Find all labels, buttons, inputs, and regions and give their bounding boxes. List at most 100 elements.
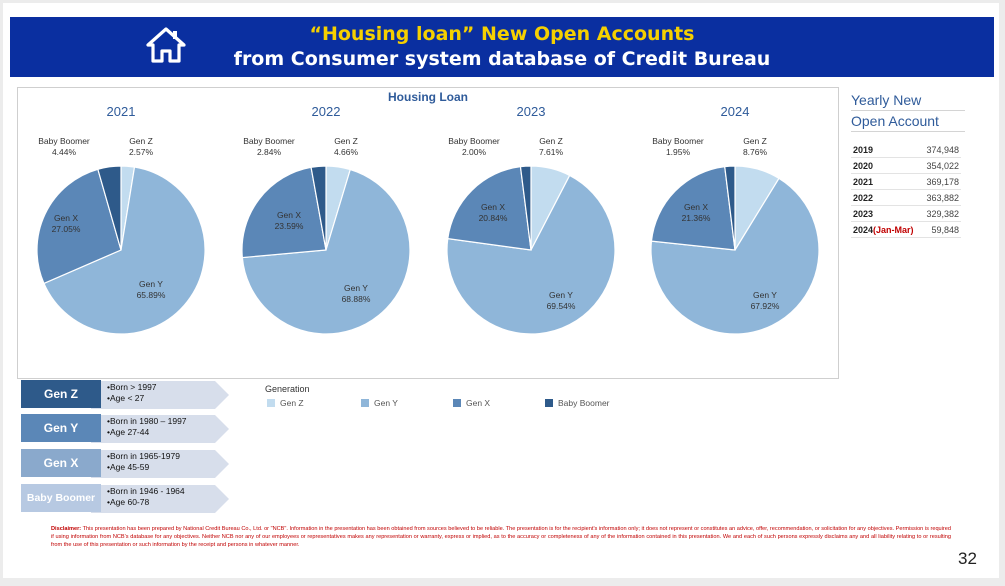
pie-label-value-2023-gen-z: 7.61% <box>539 147 564 157</box>
pie-year-label-2023: 2023 <box>517 104 546 119</box>
row-year: 2021 <box>851 173 922 190</box>
pie-label-name-2023-gen-y: Gen Y <box>549 290 573 300</box>
banner-title-line1: “Housing loan” New Open Accounts <box>309 23 695 45</box>
pie-label-value-2024-gen-y: 67.92% <box>751 301 780 311</box>
row-value: 329,382 <box>921 205 961 222</box>
baby-boomer-row: Baby Boomer •Born in 1946 - 1964 •Age 60-… <box>21 484 229 514</box>
row-year: 2022 <box>851 189 922 206</box>
pie-label-value-2022-gen-z: 4.66% <box>334 147 359 157</box>
legend-label: Gen Z <box>280 398 304 408</box>
legend-label: Gen Y <box>374 398 398 408</box>
legend-swatch <box>267 399 275 407</box>
row-value: 374,948 <box>921 142 961 158</box>
pie-label-name-2021-gen-x: Gen X <box>54 213 78 223</box>
pie-label-name-2023-baby-boomer: Baby Boomer <box>448 136 500 146</box>
pie-label-value-2023-gen-y: 69.54% <box>547 301 576 311</box>
arrow-shape <box>91 415 229 443</box>
disclaimer: Disclaimer: This presentation has been p… <box>51 525 951 549</box>
row-value: 363,882 <box>921 189 961 206</box>
pie-label-name-2023-gen-z: Gen Z <box>539 136 563 146</box>
row-year: 2019 <box>851 142 922 158</box>
title-banner: “Housing loan” New Open Accounts from Co… <box>10 17 994 77</box>
yearly-title-line1: Yearly New <box>851 90 965 111</box>
pie-label-value-2022-baby-boomer: 2.84% <box>257 147 282 157</box>
gen-y-age: •Age 27-44 <box>107 427 150 437</box>
pie-label-value-2021-gen-z: 2.57% <box>129 147 154 157</box>
yearly-title-line2: Open Account <box>851 111 965 132</box>
baby-boomer-age: •Age 60-78 <box>107 497 150 507</box>
legend-item-gen-z: Gen Z <box>267 398 304 408</box>
gen-z-label: Gen Z <box>21 380 101 408</box>
gen-z-row: Gen Z •Born > 1997 •Age < 27 <box>21 380 229 410</box>
baby-boomer-desc: •Born in 1946 - 1964 •Age 60-78 <box>107 486 185 508</box>
table-row: 2024(Jan-Mar) 59,848 <box>851 221 961 238</box>
row-year: 2024(Jan-Mar) <box>851 221 922 238</box>
slide: “Housing loan” New Open Accounts from Co… <box>3 3 999 578</box>
pie-label-value-2024-baby-boomer: 1.95% <box>666 147 691 157</box>
baby-boomer-label: Baby Boomer <box>21 484 101 512</box>
pie-label-name-2024-gen-z: Gen Z <box>743 136 767 146</box>
table-row: 2020 354,022 <box>851 157 961 174</box>
pie-label-name-2024-gen-y: Gen Y <box>753 290 777 300</box>
gen-x-row: Gen X •Born in 1965-1979 •Age 45-59 <box>21 449 229 479</box>
disclaimer-label: Disclaimer: <box>51 526 82 532</box>
disclaimer-text: This presentation has been prepared by N… <box>51 526 951 548</box>
pie-slice-2024-baby-boomer <box>724 165 736 251</box>
pie-label-value-2022-gen-x: 23.59% <box>275 221 304 231</box>
row-year: 2023 <box>851 205 922 222</box>
baby-boomer-born: •Born in 1946 - 1964 <box>107 486 185 496</box>
gen-x-label: Gen X <box>21 449 101 477</box>
arrow-shape <box>91 450 229 478</box>
pie-slice-2023-baby-boomer <box>519 165 532 251</box>
pie-slice-2022-baby-boomer <box>310 165 327 251</box>
row-value: 59,848 <box>921 221 961 238</box>
table-row: 2023 329,382 <box>851 205 961 222</box>
table-row: 2022 363,882 <box>851 189 961 206</box>
page-number: 32 <box>958 549 977 568</box>
gen-y-born: •Born in 1980 – 1997 <box>107 416 187 426</box>
legend-label: Baby Boomer <box>558 398 610 408</box>
pie-label-name-2022-gen-y: Gen Y <box>344 283 368 293</box>
gen-y-label: Gen Y <box>21 414 101 442</box>
row-value: 354,022 <box>921 157 961 174</box>
legend-swatch <box>545 399 553 407</box>
pie-label-name-2022-baby-boomer: Baby Boomer <box>243 136 295 146</box>
row-value: 369,178 <box>921 173 961 190</box>
pie-slice-2021-gen-y <box>43 166 206 335</box>
pie-label-name-2024-gen-x: Gen X <box>684 202 708 212</box>
arrow-shape <box>91 485 229 513</box>
pie-slice-2024-gen-y <box>650 177 820 335</box>
pie-slice-2022-gen-x <box>241 166 327 259</box>
gen-z-desc: •Born > 1997 •Age < 27 <box>107 382 157 404</box>
gen-z-born: •Born > 1997 <box>107 382 157 392</box>
pie-label-value-2024-gen-z: 8.76% <box>743 147 768 157</box>
legend-title: Generation <box>265 384 310 394</box>
pie-label-value-2024-gen-x: 21.36% <box>682 213 711 223</box>
pie-slice-2021-baby-boomer <box>97 165 122 251</box>
banner-title-line2: from Consumer system database of Credit … <box>233 48 771 70</box>
pie-label-value-2023-gen-x: 20.84% <box>479 213 508 223</box>
pie-label-name-2021-gen-z: Gen Z <box>129 136 153 146</box>
home-icon[interactable] <box>146 25 186 65</box>
yearly-title: Yearly New Open Account <box>851 90 965 132</box>
legend-item-baby-boomer: Baby Boomer <box>545 398 610 408</box>
pie-label-name-2024-baby-boomer: Baby Boomer <box>652 136 704 146</box>
pie-slice-2023-gen-y <box>446 174 616 335</box>
gen-x-desc: •Born in 1965-1979 •Age 45-59 <box>107 451 180 473</box>
arrow-shape <box>91 381 229 409</box>
pie-label-value-2021-gen-x: 27.05% <box>52 224 81 234</box>
pie-slice-2021-gen-x <box>36 168 122 285</box>
gen-x-age: •Age 45-59 <box>107 462 150 472</box>
row-year-suffix: (Jan-Mar) <box>873 224 914 235</box>
row-year: 2020 <box>851 157 922 174</box>
pie-label-name-2022-gen-x: Gen X <box>277 210 301 220</box>
gen-y-row: Gen Y •Born in 1980 – 1997 •Age 27-44 <box>21 414 229 444</box>
legend-swatch <box>453 399 461 407</box>
pie-label-value-2021-gen-y: 65.89% <box>137 290 166 300</box>
gen-y-desc: •Born in 1980 – 1997 •Age 27-44 <box>107 416 187 438</box>
pie-year-label-2021: 2021 <box>107 104 136 119</box>
pie-label-name-2021-baby-boomer: Baby Boomer <box>38 136 90 146</box>
pie-label-value-2021-baby-boomer: 4.44% <box>52 147 77 157</box>
pie-year-label-2024: 2024 <box>721 104 750 119</box>
